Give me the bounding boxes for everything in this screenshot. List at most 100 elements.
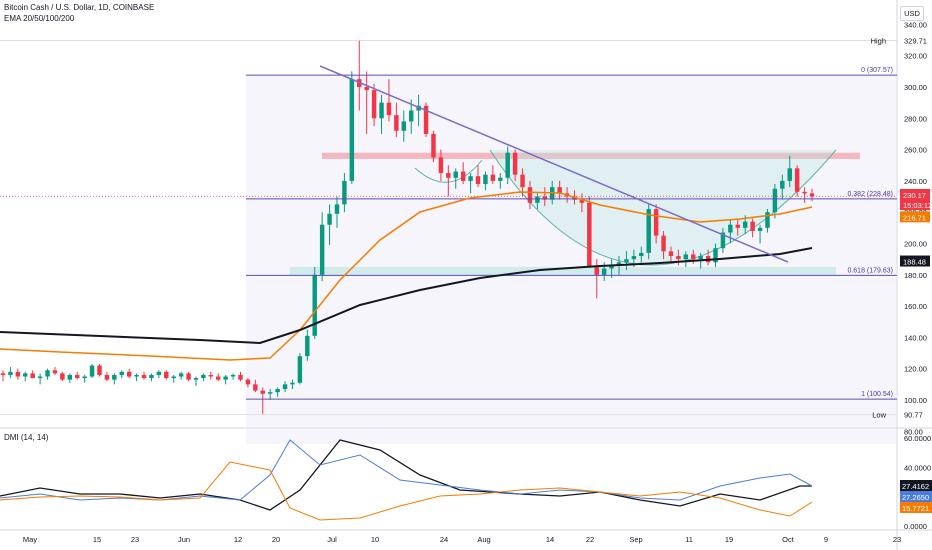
low-value: 90.77 — [904, 410, 923, 419]
candle-body — [141, 374, 147, 379]
candle-body — [238, 374, 243, 380]
candle-body — [446, 173, 451, 178]
candle-body — [676, 256, 681, 260]
cup-arc — [489, 149, 837, 266]
high-label: High — [871, 37, 886, 46]
time-tick-label: 19 — [725, 535, 733, 544]
candle-body — [750, 221, 755, 231]
low-label: Low — [872, 410, 886, 419]
candle-body — [164, 371, 169, 379]
countdown-tag: 15:03:12 — [903, 201, 932, 210]
di-plus-value-tag: 27.2650 — [902, 493, 929, 502]
candle-body — [126, 371, 132, 377]
candle-body — [691, 254, 696, 260]
time-tick-label: Oct — [782, 535, 795, 544]
candle-body — [216, 376, 221, 380]
price-tick-label: 320.00 — [904, 52, 927, 61]
time-tick-label: Sep — [629, 535, 642, 544]
fib-label: 0.382 (228.48) — [847, 191, 893, 198]
candle-body — [52, 370, 58, 374]
candle-body — [89, 365, 95, 377]
time-tick-label: 11 — [685, 535, 693, 544]
price-tick-label: 80.00 — [904, 427, 923, 436]
candle-body — [379, 102, 384, 119]
candle-body — [208, 374, 214, 377]
candle-body — [386, 102, 392, 116]
time-tick-label: Jun — [178, 535, 190, 544]
candle-body — [275, 389, 280, 393]
price-tick-label: 300.00 — [904, 83, 927, 92]
candle-body — [245, 379, 251, 385]
candle-body — [156, 371, 162, 375]
candle-body — [757, 227, 763, 231]
ema-long-line — [0, 247, 813, 345]
candle-body — [438, 157, 444, 174]
candle-body — [475, 176, 481, 185]
candle-body — [45, 370, 50, 377]
ema-short-tag-bg — [900, 211, 930, 223]
last-price-tag: 230.17 — [903, 191, 926, 200]
candle-body — [742, 221, 748, 228]
candle-body — [334, 204, 340, 214]
candle-body — [802, 191, 807, 194]
candle-body — [260, 390, 265, 394]
candle-body — [401, 121, 407, 131]
cup-pattern-fill — [490, 150, 836, 265]
time-tick-label: Jul — [327, 535, 337, 544]
candle-body — [609, 265, 614, 269]
candle-body — [408, 110, 414, 122]
price-tick-label: 260.00 — [904, 146, 927, 155]
currency-button[interactable]: USD — [900, 6, 924, 21]
candle-body — [8, 371, 13, 375]
price-tick-label: 140.00 — [904, 333, 927, 342]
candle-body — [535, 196, 540, 203]
fib-label: 0 (307.57) — [861, 67, 893, 74]
candle-body — [193, 378, 199, 380]
candle-body — [67, 374, 73, 380]
ema-indicator-label[interactable]: EMA 20/50/100/200 — [4, 14, 75, 23]
candle-body — [104, 374, 110, 380]
di-plus-line — [0, 439, 813, 501]
candle-body — [342, 180, 347, 205]
candle-body — [371, 90, 377, 119]
candle-body — [327, 213, 332, 225]
di-minus-value-tag-bg — [900, 502, 932, 513]
time-tick-label: 14 — [546, 535, 554, 544]
candle-body — [713, 248, 718, 263]
fib-label: 0.618 (179.63) — [847, 267, 893, 274]
cup-handle-arc — [414, 159, 483, 183]
fib-label: 1 (100.54) — [861, 391, 893, 398]
price-tick-label: 240.00 — [904, 177, 927, 186]
candle-body — [60, 373, 65, 380]
candle-body — [765, 212, 770, 228]
candle-body — [698, 256, 703, 260]
time-tick-label: May — [23, 535, 37, 544]
di-minus-value-tag: 15.7721 — [902, 504, 929, 513]
candle-body — [312, 274, 317, 336]
candle-body — [112, 374, 117, 380]
candle-body — [82, 376, 87, 379]
ema-short-tag: 216.71 — [903, 213, 926, 222]
candle-body — [557, 187, 562, 194]
resistance-zone — [322, 152, 860, 159]
candle-body — [416, 105, 421, 111]
candle-body — [431, 133, 436, 158]
candle-body — [364, 87, 369, 91]
symbol-title[interactable]: Bitcoin Cash / U.S. Dollar, 1D, COINBASE — [4, 3, 155, 12]
dmi-indicator-label[interactable]: DMI (14, 14) — [4, 433, 49, 442]
price-tick-label: 200.00 — [904, 240, 927, 249]
descending-trendline — [319, 65, 789, 263]
candle-body — [230, 374, 236, 377]
countdown-tag-bg — [900, 199, 930, 210]
candle-body — [498, 177, 503, 181]
candle-body — [601, 268, 607, 275]
candle-body — [0, 373, 6, 375]
candle-body — [542, 196, 548, 200]
candle-body — [74, 374, 80, 379]
di-plus-value-tag-bg — [900, 491, 932, 502]
candle-body — [349, 79, 355, 181]
candle-body — [631, 256, 637, 260]
candle-body — [809, 193, 815, 197]
